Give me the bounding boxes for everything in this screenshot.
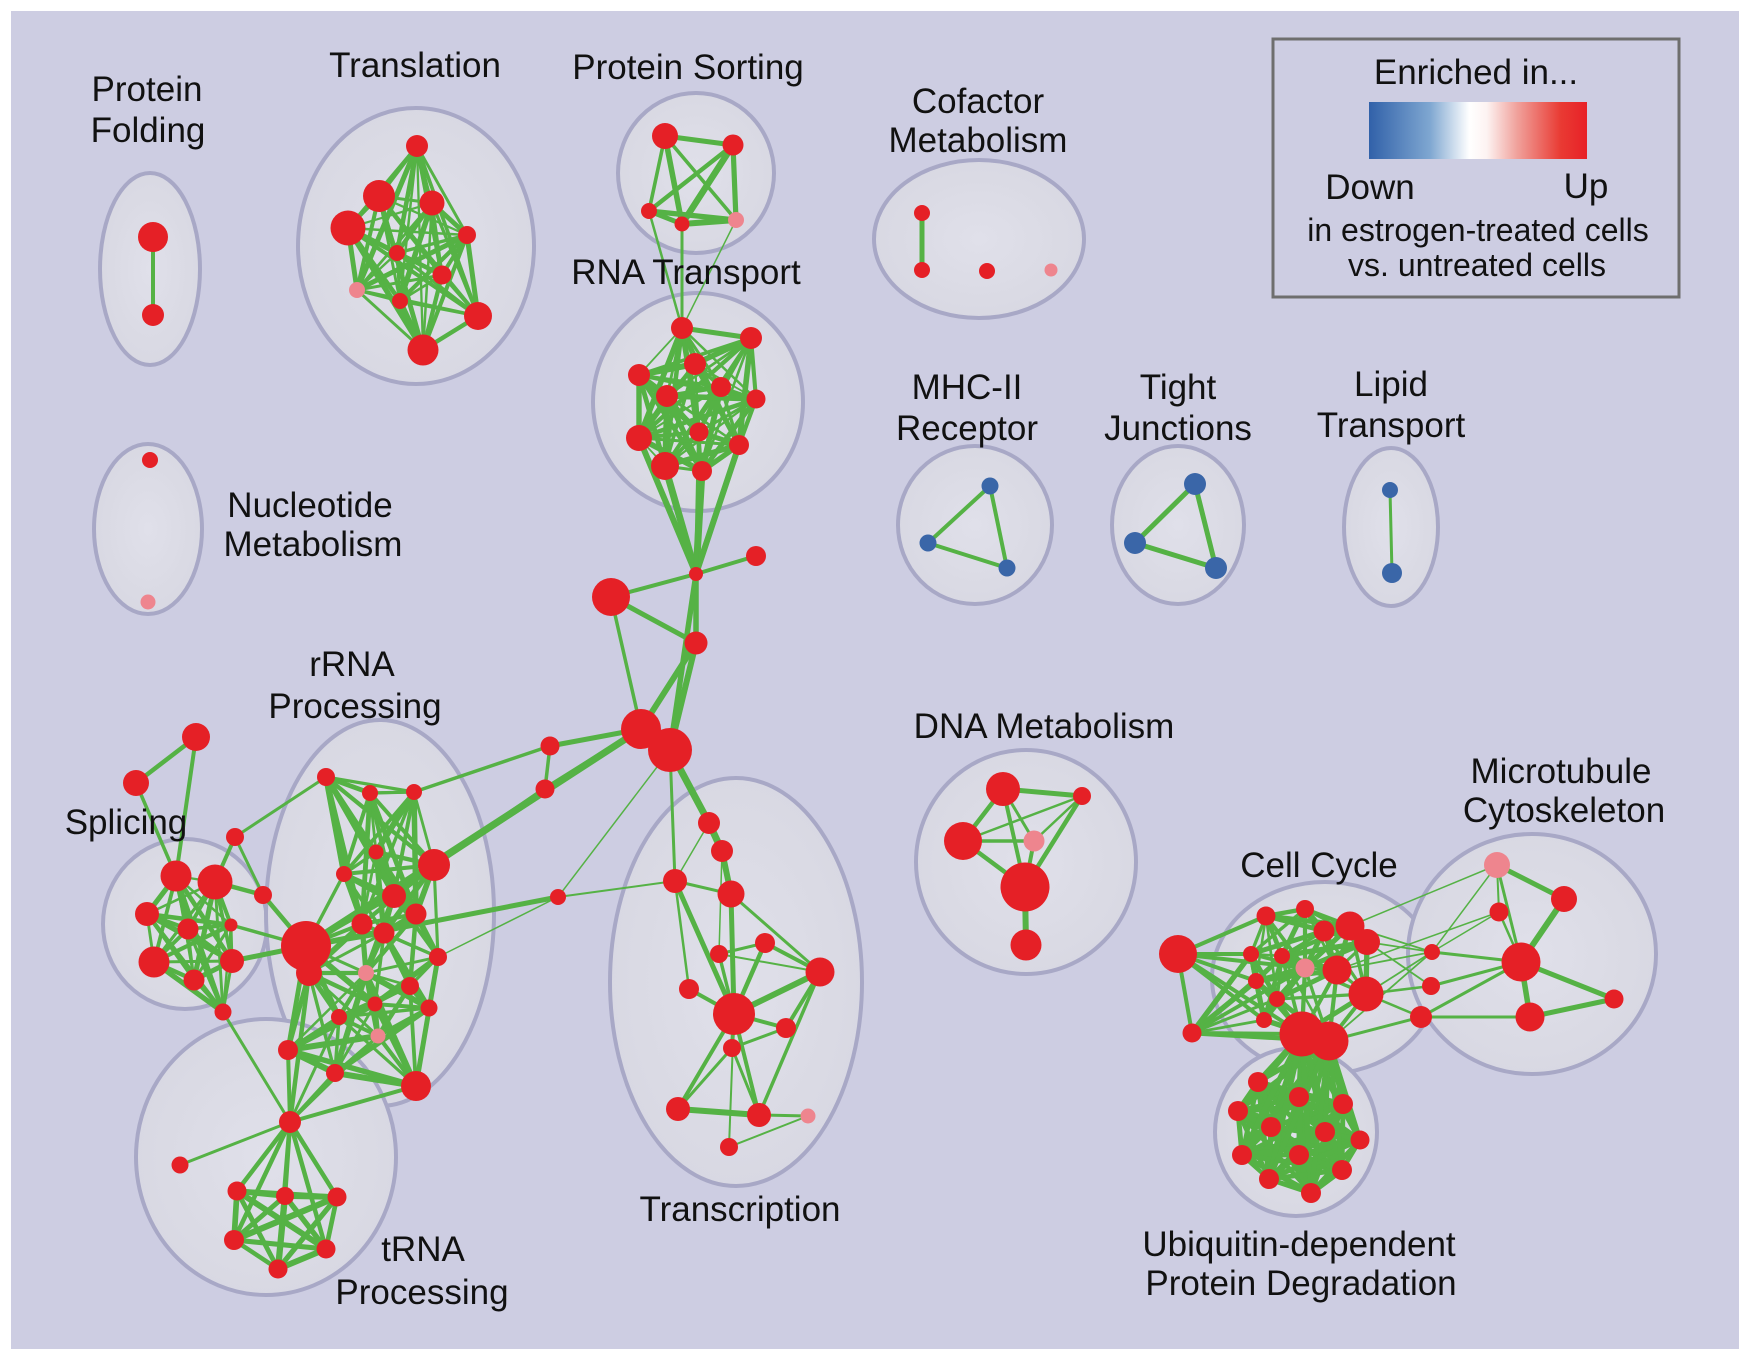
svg-text:Protein: Protein <box>92 70 203 109</box>
svg-text:vs. untreated cells: vs. untreated cells <box>1348 247 1606 283</box>
svg-text:Cofactor: Cofactor <box>912 82 1045 121</box>
svg-text:in estrogen-treated cells: in estrogen-treated cells <box>1307 212 1649 248</box>
svg-text:Nucleotide: Nucleotide <box>227 486 392 525</box>
svg-text:Receptor: Receptor <box>896 409 1038 448</box>
svg-text:MHC-II: MHC-II <box>912 368 1023 407</box>
svg-text:Metabolism: Metabolism <box>889 121 1068 160</box>
svg-text:Protein Degradation: Protein Degradation <box>1145 1264 1456 1303</box>
svg-text:Cell Cycle: Cell Cycle <box>1240 846 1398 885</box>
svg-text:DNA Metabolism: DNA Metabolism <box>914 707 1175 746</box>
svg-text:tRNA: tRNA <box>381 1230 465 1269</box>
svg-text:Folding: Folding <box>91 111 206 150</box>
svg-text:Splicing: Splicing <box>65 803 188 842</box>
svg-text:Processing: Processing <box>268 687 441 726</box>
svg-text:Lipid: Lipid <box>1354 365 1428 404</box>
svg-text:Processing: Processing <box>335 1273 508 1312</box>
svg-text:Microtubule: Microtubule <box>1471 752 1652 791</box>
svg-text:Enriched in...: Enriched in... <box>1374 53 1578 92</box>
svg-text:rRNA: rRNA <box>309 645 395 684</box>
svg-text:Down: Down <box>1325 168 1414 207</box>
svg-text:Protein Sorting: Protein Sorting <box>572 48 804 87</box>
svg-text:Tight: Tight <box>1140 368 1217 407</box>
svg-text:Ubiquitin-dependent: Ubiquitin-dependent <box>1142 1225 1456 1264</box>
svg-text:Up: Up <box>1564 167 1609 206</box>
svg-text:Junctions: Junctions <box>1104 409 1252 448</box>
svg-text:Translation: Translation <box>329 46 501 85</box>
svg-text:Cytoskeleton: Cytoskeleton <box>1463 791 1665 830</box>
svg-text:Transport: Transport <box>1317 406 1466 445</box>
svg-text:RNA Transport: RNA Transport <box>571 253 801 292</box>
svg-text:Transcription: Transcription <box>640 1190 841 1229</box>
svg-text:Metabolism: Metabolism <box>224 525 403 564</box>
